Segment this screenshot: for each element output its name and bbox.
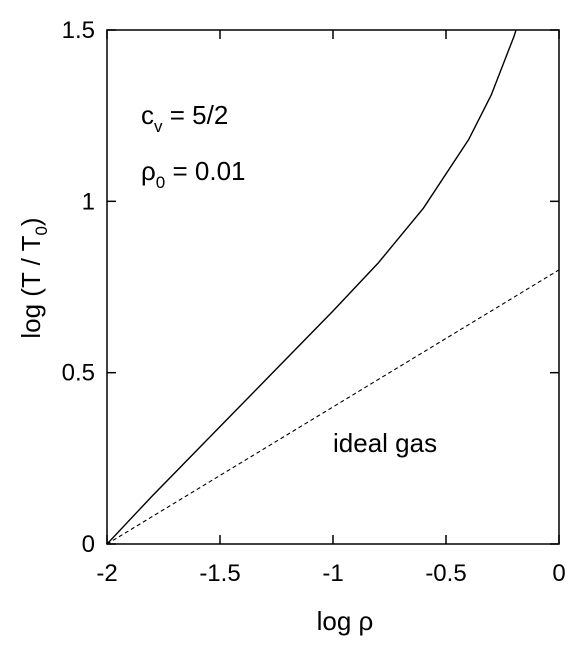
x-tick-label: -1.5: [199, 560, 240, 587]
x-tick-label: 0: [552, 560, 565, 587]
y-tick-label: 1.5: [62, 17, 95, 44]
y-tick-label: 1: [82, 188, 95, 215]
temperature-curve: [107, 30, 517, 544]
series-group: [107, 30, 559, 544]
y-tick-label: 0: [82, 531, 95, 558]
x-axis-label: log ρ: [317, 606, 374, 636]
x-tick-label: -0.5: [425, 560, 466, 587]
x-tick-label: -1: [322, 560, 343, 587]
x-tick-label: -2: [96, 560, 117, 587]
y-axis-label: log (T / T0): [16, 217, 51, 338]
tick-labels: -2 -1.5 -1 -0.5 0 0 0.5 1 1.5: [62, 17, 566, 587]
annotation-cv: cv = 5/2: [141, 100, 228, 136]
axis-ticks: [106, 29, 560, 545]
annotation-ideal-gas: ideal gas: [333, 428, 437, 458]
y-tick-label: 0.5: [62, 360, 95, 387]
annotation-rho0: ρ0 = 0.01: [141, 156, 246, 192]
